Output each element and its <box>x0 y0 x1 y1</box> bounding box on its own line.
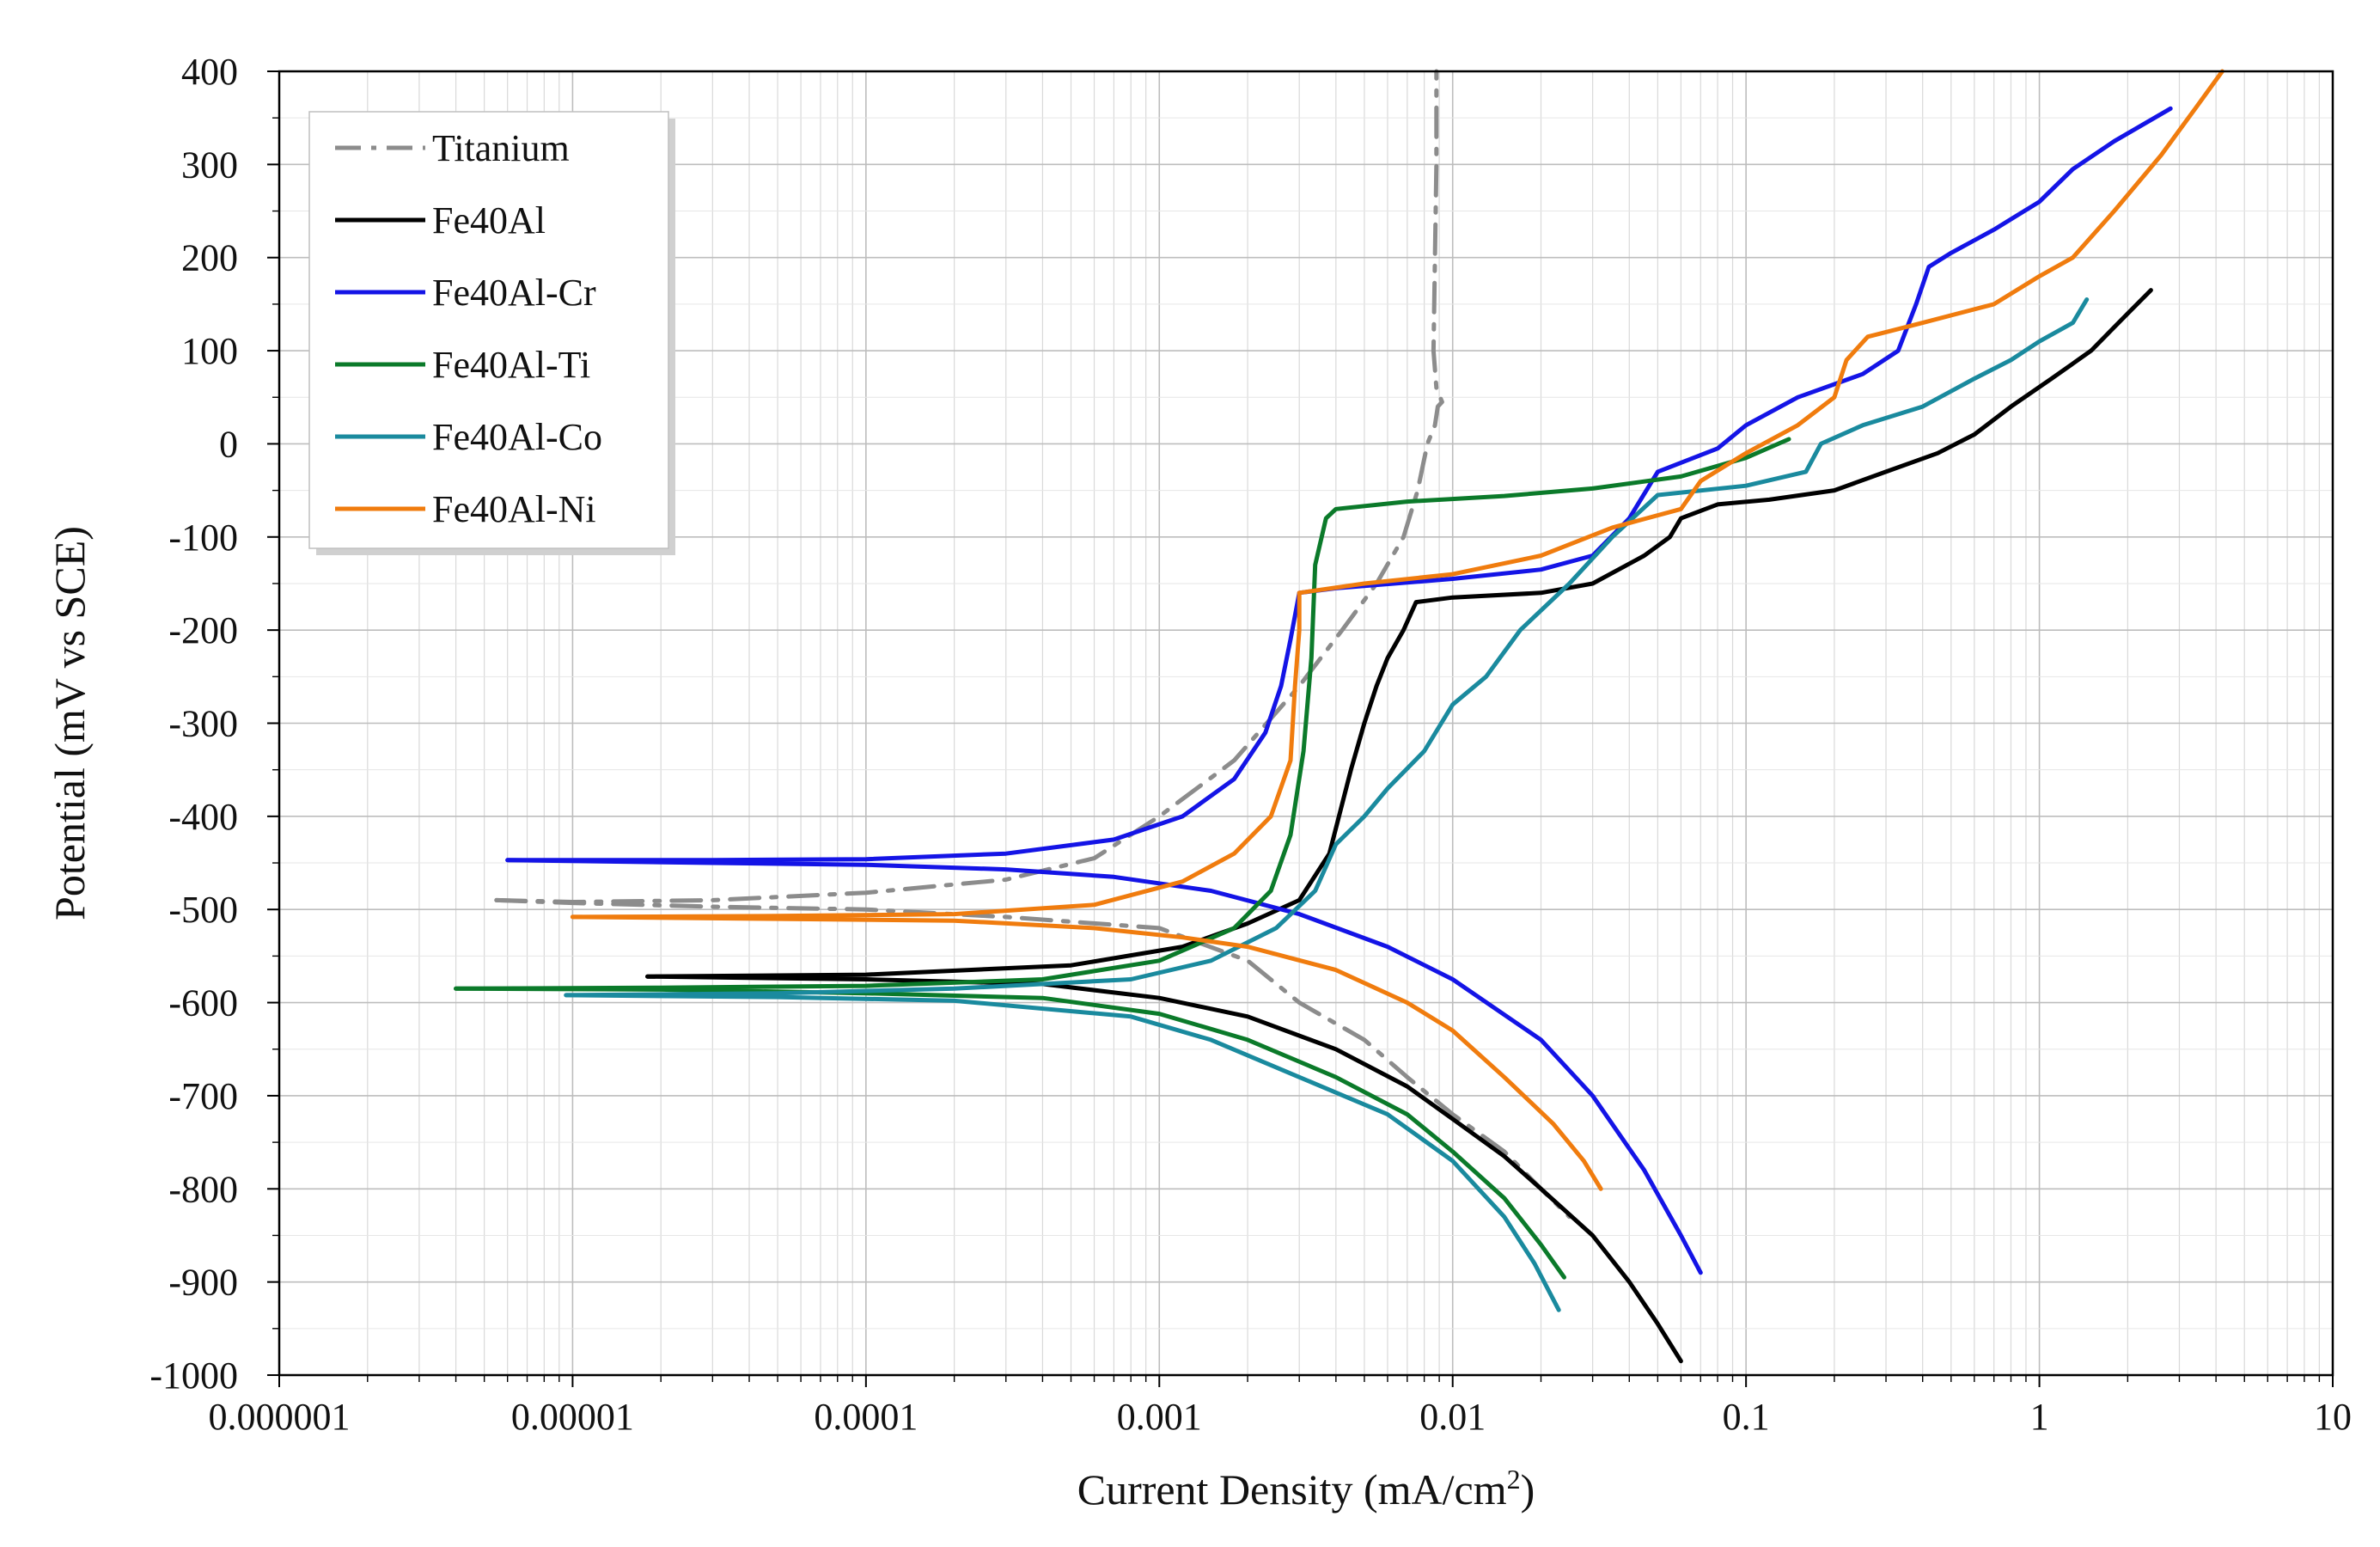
y-tick-label: 200 <box>181 237 238 279</box>
y-tick-label: -1000 <box>150 1354 238 1397</box>
x-tick-label: 0.0001 <box>814 1396 918 1438</box>
tick-layer: 0.000001 0.00001 0.0001 0.001 0.01 0.1 1 10 400 3… <box>150 51 2352 1438</box>
y-tick-label: -100 <box>168 517 238 559</box>
legend-label-titanium: Titanium <box>432 127 570 169</box>
y-tick-label: -800 <box>168 1168 238 1210</box>
series-line-fe40al-ni-anodic <box>570 69 2224 920</box>
x-axis-title-sup: 2 <box>1507 1464 1521 1495</box>
y-tick-label: -700 <box>168 1075 238 1117</box>
x-axis-title-end: ) <box>1521 1465 1535 1513</box>
series-line-fe40al-anodic <box>645 288 2153 979</box>
y-tick-label: -600 <box>168 982 238 1024</box>
series-line-fe40al-cr-anodic <box>505 106 2173 863</box>
y-tick-label: -200 <box>168 609 238 651</box>
y-tick-label: -300 <box>168 703 238 745</box>
y-tick-label: -500 <box>168 889 238 931</box>
legend-label-fe40al-ni: Fe40Al-Ni <box>432 488 596 530</box>
series-line-fe40al-ti-cathodic <box>454 986 1566 1280</box>
legend-label-fe40al-ti: Fe40Al-Ti <box>432 344 590 386</box>
x-tick-label: 0.01 <box>1419 1396 1486 1438</box>
y-tick-label: 100 <box>181 330 238 372</box>
legend-label-fe40al-co: Fe40Al-Co <box>432 416 602 458</box>
legend-items: Titanium Fe40Al Fe40Al-Cr Fe40Al-Ti Fe40Al-C… <box>335 127 602 530</box>
series-line-fe40al-co-cathodic <box>564 993 1561 1312</box>
series-fe40al-co <box>564 297 2090 1312</box>
y-tick-label: 300 <box>181 144 238 186</box>
series-fe40al-cr <box>505 106 2173 1275</box>
y-tick-label: 0 <box>219 423 238 465</box>
y-tick-label: -400 <box>168 796 238 838</box>
x-axis-title-main: Current Density (mA/cm <box>1077 1465 1507 1513</box>
series-fe40al <box>645 288 2153 1364</box>
series-line-titanium-cathodic <box>494 897 1572 1220</box>
series-fe40al-ni <box>570 69 2224 1191</box>
x-tick-label: 1 <box>2030 1396 2049 1438</box>
y-tick-label: 400 <box>181 51 238 93</box>
y-tick-label: -900 <box>168 1262 238 1304</box>
legend-label-fe40al: Fe40Al <box>432 199 546 242</box>
series-line-fe40al-cr-cathodic <box>505 858 1703 1275</box>
series-line-titanium-anodic <box>494 69 1444 904</box>
x-tick-label: 0.000001 <box>209 1396 351 1438</box>
legend: Titanium Fe40Al Fe40Al-Cr Fe40Al-Ti Fe40Al-C… <box>308 111 675 555</box>
x-tick-label: 0.1 <box>1723 1396 1770 1438</box>
x-axis-title: Current Density (mA/cm2) <box>1077 1464 1535 1513</box>
x-tick-label: 0.001 <box>1117 1396 1202 1438</box>
series-line-fe40al-cathodic <box>645 974 1683 1364</box>
y-axis-title: Potential (mV vs SCE) <box>46 526 94 920</box>
series-titanium <box>494 69 1572 1220</box>
series-layer <box>454 69 2224 1364</box>
series-line-fe40al-co-anodic <box>564 297 2090 998</box>
legend-box <box>308 111 669 549</box>
legend-label-fe40al-cr: Fe40Al-Cr <box>432 272 596 314</box>
series-line-fe40al-ni-cathodic <box>570 914 1603 1191</box>
x-tick-label: 10 <box>2314 1396 2352 1438</box>
x-tick-label: 0.00001 <box>511 1396 634 1438</box>
series-line-fe40al-ti-anodic <box>454 437 1791 991</box>
